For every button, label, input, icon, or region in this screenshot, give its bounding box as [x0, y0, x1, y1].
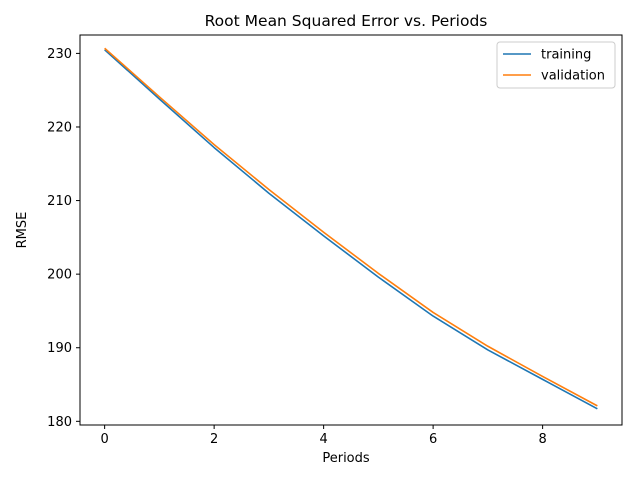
y-tick-label: 230 [47, 47, 72, 62]
legend-label-training: training [541, 48, 591, 63]
chart-title: Root Mean Squared Error vs. Periods [205, 12, 488, 30]
y-tick-label: 190 [47, 341, 72, 356]
y-tick-label: 200 [47, 268, 72, 283]
x-tick-label: 4 [319, 432, 327, 447]
legend-label-validation: validation [541, 69, 605, 84]
series-lines [104, 47, 598, 410]
y-tick-label: 210 [47, 194, 72, 209]
y-axis-label: RMSE [15, 212, 30, 249]
y-tick-label: 180 [47, 415, 72, 430]
x-axis: 0 2 4 6 8 [100, 425, 547, 447]
x-tick-label: 6 [429, 432, 437, 447]
x-axis-label: Periods [322, 451, 370, 466]
plot-frame [79, 34, 623, 426]
x-tick-label: 2 [210, 432, 218, 447]
series-line-validation [104, 47, 598, 407]
x-tick-label: 8 [538, 432, 546, 447]
legend: training validation [496, 41, 616, 89]
y-tick-label: 220 [47, 120, 72, 135]
x-tick-label: 0 [100, 432, 108, 447]
series-line-training [104, 49, 598, 410]
legend-items: training validation [503, 48, 605, 84]
y-axis: 180 190 200 210 220 230 [47, 47, 80, 430]
